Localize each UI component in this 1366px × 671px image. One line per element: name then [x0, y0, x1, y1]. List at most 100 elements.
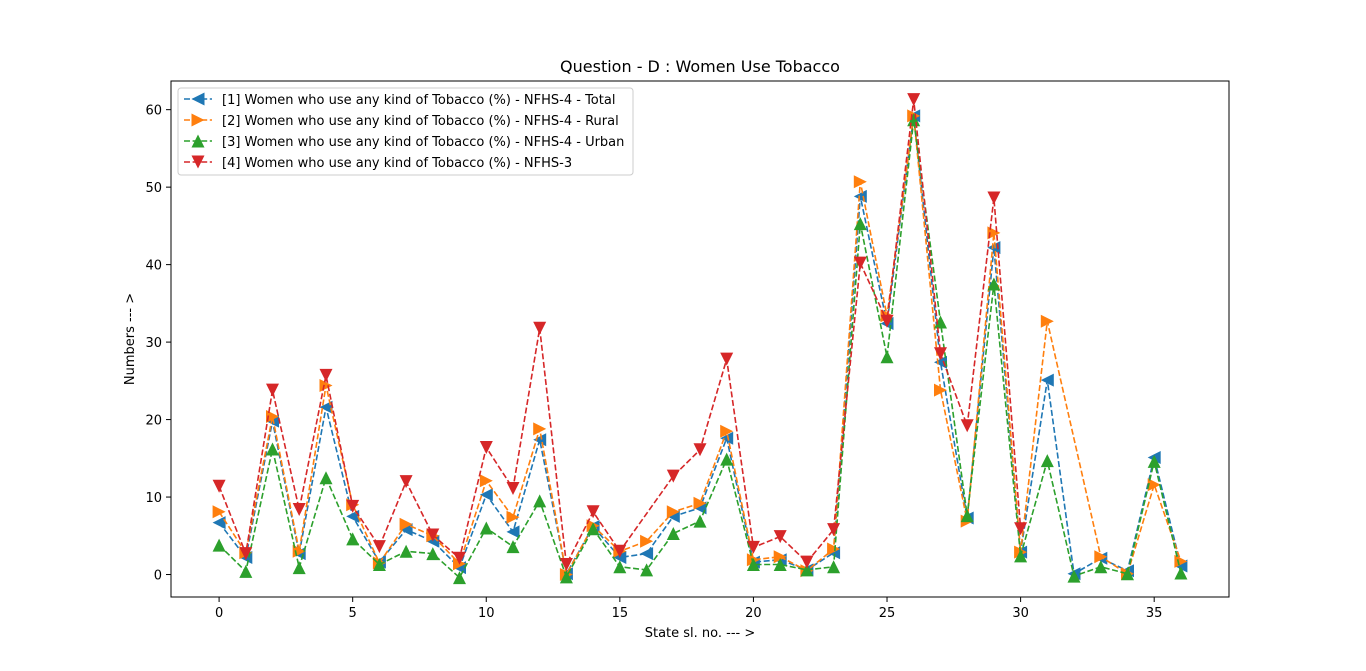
series-3 — [212, 113, 1188, 585]
series-3-point-29 — [987, 277, 1001, 291]
series-4-point-0 — [212, 479, 226, 493]
x-tick-label-5: 5 — [349, 606, 357, 621]
series-3-point-1 — [239, 564, 253, 578]
series-3-point-2 — [266, 442, 279, 456]
legend-item-3: [3] Women who use any kind of Tobacco (%… — [184, 134, 624, 150]
legend-box — [177, 87, 634, 176]
series-4-point-22 — [827, 523, 841, 537]
series-3-point-25 — [880, 350, 894, 364]
series-3-point-36 — [1174, 566, 1188, 580]
series-4-point-25 — [907, 93, 921, 107]
y-tick-label-50: 50 — [145, 181, 162, 196]
legend: [1] Women who use any kind of Tobacco (%… — [177, 87, 634, 176]
series-2-point-34 — [1147, 478, 1161, 492]
series-4-point-7 — [399, 475, 413, 489]
series-3-point-11 — [506, 540, 520, 554]
series-4-point-14 — [586, 505, 600, 519]
series-1-point-16 — [640, 547, 654, 561]
series-3-point-16 — [640, 563, 654, 577]
series-4-point-20 — [773, 530, 787, 544]
series-4 — [212, 93, 1028, 571]
series-4-point-18 — [720, 352, 734, 366]
legend-item-4: [4] Women who use any kind of Tobacco (%… — [184, 155, 572, 171]
series-3-point-0 — [212, 538, 226, 552]
series-3-point-28 — [960, 509, 974, 523]
series-3-point-23 — [827, 560, 841, 574]
y-tick-label-0: 0 — [154, 569, 162, 584]
series-4-point-5 — [346, 499, 360, 513]
series-4-point-26 — [934, 347, 947, 361]
x-tick-label-10: 10 — [478, 606, 495, 621]
series-1-point-7 — [399, 523, 413, 537]
x-tick-label-15: 15 — [612, 606, 629, 621]
series-2-point-21 — [773, 550, 787, 564]
series-3-point-34 — [1121, 567, 1134, 581]
series-2-point-31 — [1040, 314, 1054, 328]
series-3-point-17 — [666, 527, 680, 540]
legend-label-2: [2] Women who use any kind of Tobacco (%… — [222, 114, 619, 129]
series-3-point-12 — [533, 494, 547, 508]
y-tick-label-30: 30 — [145, 336, 162, 351]
series-3-point-24 — [853, 217, 867, 231]
series-4-point-2 — [266, 383, 279, 397]
series-4-line — [218, 99, 1022, 568]
series-1-point-31 — [1040, 373, 1054, 387]
series-2-point-27 — [934, 383, 947, 397]
series-2-point-32 — [1094, 550, 1108, 564]
series-4-point-15 — [613, 544, 627, 558]
series-4-point-27 — [960, 419, 974, 433]
series-1-point-11 — [506, 525, 520, 539]
series-1-point-19 — [720, 431, 734, 445]
series-4-point-9 — [453, 551, 466, 565]
series-1-point-0 — [212, 516, 226, 530]
legend-label-1: [1] Women who use any kind of Tobacco (%… — [222, 93, 615, 108]
series-3-point-21 — [773, 558, 787, 571]
series-3-point-14 — [586, 522, 600, 536]
series-3-point-33 — [1094, 560, 1108, 574]
series-4-point-11 — [506, 482, 520, 495]
series-4-point-10 — [479, 441, 493, 454]
series-4-point-8 — [426, 528, 440, 542]
series-3-point-13 — [559, 570, 573, 584]
x-tick-label-0: 0 — [215, 606, 223, 621]
legend-label-4: [4] Women who use any kind of Tobacco (%… — [222, 156, 572, 171]
series-3-point-15 — [613, 560, 627, 574]
series-1-point-10 — [479, 488, 493, 502]
series-2-point-24 — [853, 175, 867, 189]
series-4-point-13 — [559, 558, 573, 571]
series-2-point-19 — [720, 424, 734, 438]
x-tick-label-30: 30 — [1012, 606, 1029, 621]
series-2-point-35 — [1174, 554, 1188, 568]
legend-marker-1 — [191, 92, 205, 106]
legend-marker-4 — [191, 155, 205, 169]
series-4-point-24 — [880, 314, 894, 328]
series-2-point-16 — [640, 534, 654, 548]
series-3-point-7 — [399, 544, 413, 558]
series-3-point-3 — [292, 561, 306, 575]
x-tick-label-20: 20 — [745, 606, 762, 621]
series-2-point-12 — [533, 422, 547, 436]
series-1-point-4 — [319, 400, 333, 414]
series-4-point-4 — [319, 368, 333, 382]
series-4-point-16 — [666, 469, 680, 483]
series-4-point-3 — [292, 503, 306, 516]
series-1 — [212, 109, 1188, 581]
y-tick-label-40: 40 — [145, 259, 162, 274]
series-3-point-18 — [693, 514, 707, 528]
series-3-point-30 — [1014, 549, 1028, 563]
series-3-point-27 — [934, 315, 947, 329]
x-axis-label: State sl. no. --- > — [645, 626, 756, 641]
y-tick-label-10: 10 — [145, 491, 162, 506]
y-tick-label-20: 20 — [145, 414, 162, 429]
series-4-point-6 — [372, 540, 386, 554]
series-2-point-0 — [212, 505, 226, 519]
x-tick-label-25: 25 — [879, 606, 896, 621]
series-2-point-7 — [399, 517, 413, 531]
series-2-point-23 — [827, 542, 841, 556]
chart-title: Question - D : Women Use Tobacco — [560, 57, 840, 76]
legend-item-2: [2] Women who use any kind of Tobacco (%… — [184, 113, 619, 129]
series-3-point-31 — [1040, 454, 1054, 468]
series-4-point-12 — [533, 321, 547, 335]
series-2-point-17 — [666, 505, 680, 519]
